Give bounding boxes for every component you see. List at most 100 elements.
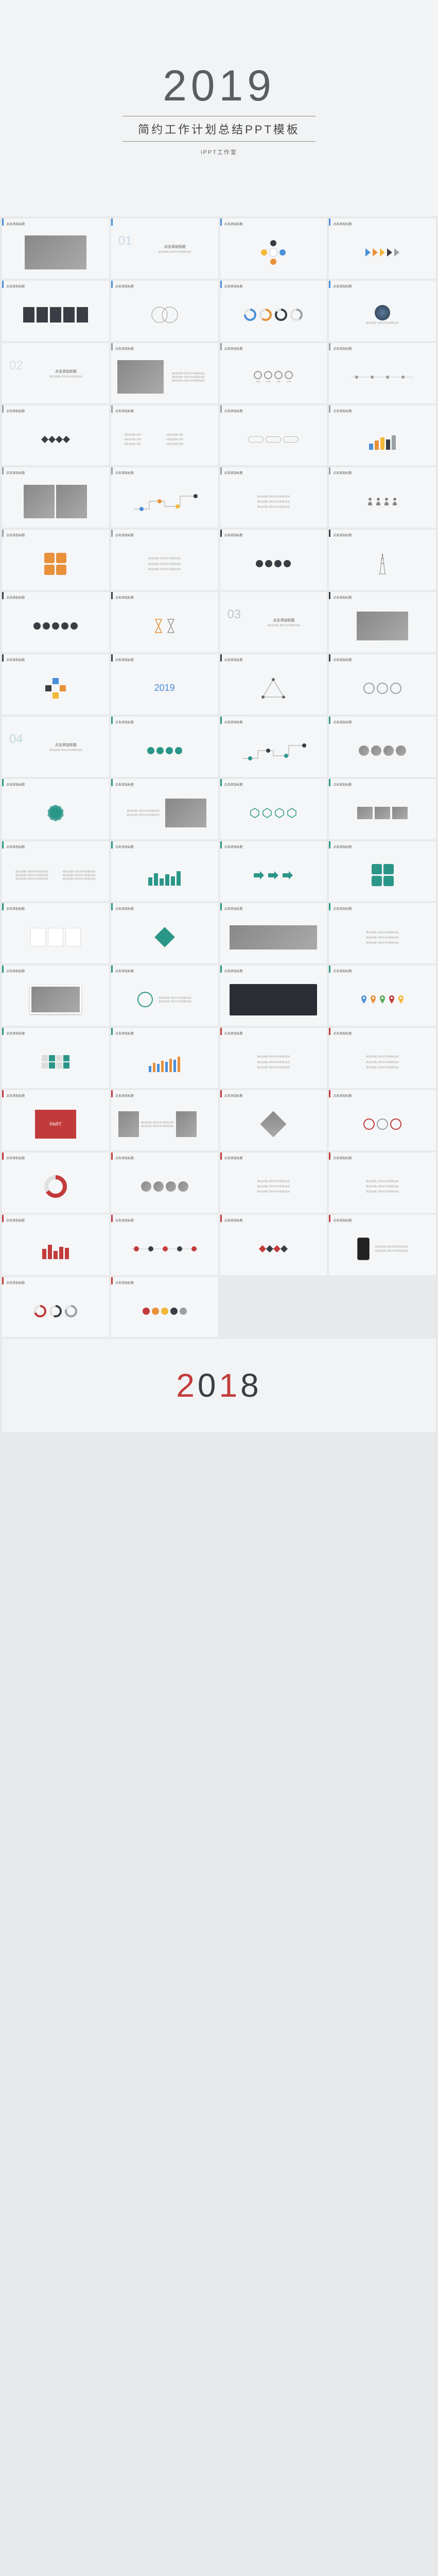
slide-thumbnail[interactable]: 点击添加标题 [2,1215,109,1275]
slide-thumbnail[interactable]: 点击添加标题请在此处输入您的文本内容请在此处请在此处输入您的文本内容请在此处 [111,965,218,1026]
slide-thumbnail[interactable]: 点击添加标题 [329,654,436,715]
slide-thumbnail[interactable]: 点击添加标题 [2,903,109,963]
slide-title: 点击添加标题 [329,218,436,226]
placeholder-text: 请在此处输入您的文本内容请在此处 [257,505,290,508]
card [65,928,81,946]
slide-thumbnail[interactable]: 点击添加标题 [2,1277,109,1337]
slide-thumbnail[interactable]: 点击添加标题 [329,779,436,839]
person-icon [383,497,390,505]
slide-thumbnail[interactable]: 点击添加标题 [220,1215,327,1275]
slide-thumbnail[interactable]: 点击添加标题 [2,1153,109,1213]
bar-chart [148,865,181,886]
slide-thumbnail[interactable]: 03点击添加标题请在此处输入您的文本内容请在此处 [220,592,327,652]
slide-thumbnail[interactable]: 点击添加标题 [111,1028,218,1088]
slide-thumbnail[interactable]: 点击添加标题 [220,779,327,839]
slide-thumbnail[interactable]: 点击添加标题 [220,717,327,777]
slide-thumbnail[interactable]: 点击添加标题• 请在此处输入您的• 请在此处输入您的• 请在此处输入您的• 请在… [111,405,218,466]
slide-thumbnail[interactable]: 点击添加标题 [220,965,327,1026]
slide-thumbnail[interactable]: 点击添加标题 [220,218,327,279]
card [48,928,63,946]
slide-body: 点击添加标题请在此处输入您的文本内容请在此处 [220,592,327,652]
pin-icon [397,994,405,1005]
slide-thumbnail[interactable]: 点击添加标题 [111,1277,218,1337]
slide-thumbnail[interactable]: 点击添加标题 [2,779,109,839]
slide-thumbnail[interactable]: 点击添加标题文本文本文本文本 [220,343,327,403]
slide-thumbnail[interactable]: 点击添加标题请在此处输入您的文本内容请在此处请在此处输入您的文本内容请在此处 [329,1215,436,1275]
slide-thumbnail[interactable]: 点击添加标题 [2,405,109,466]
slide-thumbnail[interactable]: 点击添加标题 [2,965,109,1026]
placeholder-text: 请在此处输入您的文本内容请在此处 [141,1125,174,1127]
slide-thumbnail[interactable]: 点击添加标题 [329,343,436,403]
slide-thumbnail[interactable]: 点击添加标题 [111,841,218,902]
slide-thumbnail[interactable]: 点击添加标题请在此处输入您的文本内容请在此处请在此处输入您的文本内容请在此处请在… [329,903,436,963]
slide-thumbnail[interactable]: 点击添加标题请在此处输入您的文本内容请在此处请在此处输入您的文本内容请在此处请在… [329,1153,436,1213]
slide-thumbnail[interactable]: 点击添加标题 [111,592,218,652]
slide-thumbnail[interactable]: 点击添加标题 [329,841,436,902]
slide-thumbnail[interactable]: 点击添加标题 [220,903,327,963]
slide-thumbnail[interactable]: 点击添加标题 [329,530,436,590]
slide-thumbnail[interactable]: 点击添加标题 [220,405,327,466]
slide-thumbnail[interactable]: 点击添加标题 [2,592,109,652]
slide-thumbnail[interactable]: 点击添加标题 [220,1090,327,1150]
slide-thumbnail[interactable]: 点击添加标题 [111,903,218,963]
slide-thumbnail[interactable]: 点击添加标题 [329,1090,436,1150]
slide-thumbnail[interactable]: 点击添加标题请在此处输入您的文本内容请在此处 [329,281,436,341]
slide-thumbnail[interactable]: 点击添加标题 [111,281,218,341]
slide-thumbnail[interactable]: 点击添加标题 [220,841,327,902]
chevron-icon [380,248,385,257]
pill [283,436,299,443]
placeholder-text: 请在此处输入您的文本内容请在此处 [159,1000,191,1003]
slide-thumbnail[interactable]: 点击添加标题 [2,530,109,590]
slide-thumbnail[interactable]: 点击添加标题 [220,654,327,715]
diamond-icon [154,927,175,948]
slide-thumbnail[interactable]: 点击添加标题 [2,281,109,341]
slide-thumbnail[interactable]: 点击添加标题请在此处输入您的文本内容请在此处请在此处输入您的文本内容请在此处请在… [329,1028,436,1088]
slide-thumbnail[interactable]: 点击添加标题 [329,218,436,279]
accent-bar [111,1215,113,1222]
slide-thumbnail[interactable]: 点击添加标题请在此处输入您的文本内容请在此处请在此处输入您的文本内容请在此处请在… [111,343,218,403]
accent-bar [111,903,113,910]
slide-thumbnail[interactable]: 01点击添加标题请在此处输入您的文本内容请在此处 [111,218,218,279]
slide-thumbnail[interactable]: 点击添加标题 [220,530,327,590]
slide-thumbnail[interactable]: 02点击添加标题请在此处输入您的文本内容请在此处 [2,343,109,403]
slide-thumbnail[interactable]: 点击添加标题请在此处输入您的文本内容请在此处请在此处输入您的文本内容请在此处请在… [111,530,218,590]
slide-thumbnail[interactable]: 点击添加标题 [111,467,218,528]
accent-bar [2,779,4,786]
slide-thumbnail[interactable]: 点击添加标题请在此处输入您的文本内容请在此处请在此处输入您的文本内容请在此处 [111,779,218,839]
slide-thumbnail[interactable]: 点击添加标题 [329,467,436,528]
slide-thumbnail[interactable]: 点击添加标题请在此处输入您的文本内容请在此处请在此处输入您的文本内容请在此处请在… [220,1153,327,1213]
slide-thumbnail[interactable]: 点击添加标题 [2,1028,109,1088]
slide-thumbnail[interactable]: 点击添加标题 [329,965,436,1026]
placeholder-text: 请在此处输入您的文本内容请在此处 [172,376,205,378]
slide-thumbnail[interactable]: 点击添加标题 [111,1153,218,1213]
slide-thumbnail[interactable]: 04点击添加标题请在此处输入您的文本内容请在此处 [2,717,109,777]
accent-bar [220,405,222,413]
accent-bar [111,717,113,724]
slide-thumbnail[interactable]: 点击添加标题 [329,717,436,777]
slide-thumbnail[interactable]: 点击添加标题 [2,467,109,528]
donut-chart [274,308,288,321]
section-title: 点击添加标题 [273,618,294,623]
slide-thumbnail[interactable]: 点击添加标题请在此处输入您的文本内容请在此处请在此处输入您的文本内容请在此处 [111,1090,218,1150]
slide-thumbnail[interactable]: 点击添加标题请在此处输入您的文本内容请在此处请在此处输入您的文本内容请在此处请在… [220,467,327,528]
slide-thumbnail[interactable]: 点击添加标题 [329,592,436,652]
section-number: 04 [9,732,23,747]
slide-thumbnail[interactable]: 点击添加标题PART [2,1090,109,1150]
slide-thumbnail[interactable]: 点击添加标题 [2,218,109,279]
slide-thumbnail[interactable]: 点击添加标题 [2,654,109,715]
slide-thumbnail[interactable]: 点击添加标题请在此处输入您的文本内容请在此处请在此处输入您的文本内容请在此处请在… [2,841,109,902]
slide-thumbnail[interactable]: 点击添加标题 [220,281,327,341]
accent-bar [111,654,113,662]
slide-thumbnail[interactable]: 点击添加标题2019 [111,654,218,715]
slide-thumbnail[interactable]: 点击添加标题 [111,717,218,777]
slide-thumbnail[interactable]: 点击添加标题请在此处输入您的文本内容请在此处请在此处输入您的文本内容请在此处请在… [220,1028,327,1088]
slide-thumbnail[interactable]: 点击添加标题 [111,1215,218,1275]
accent-bar [220,654,222,662]
placeholder-text: 请在此处输入您的文本内容请在此处 [366,931,399,934]
photo-placeholder [375,807,390,819]
accent-bar [111,405,113,413]
slide-body [2,537,109,590]
placeholder-text: 请在此处输入您的文本内容请在此处 [172,372,205,375]
slide-thumbnail[interactable]: 点击添加标题 [329,405,436,466]
grid-cell [49,1055,55,1061]
